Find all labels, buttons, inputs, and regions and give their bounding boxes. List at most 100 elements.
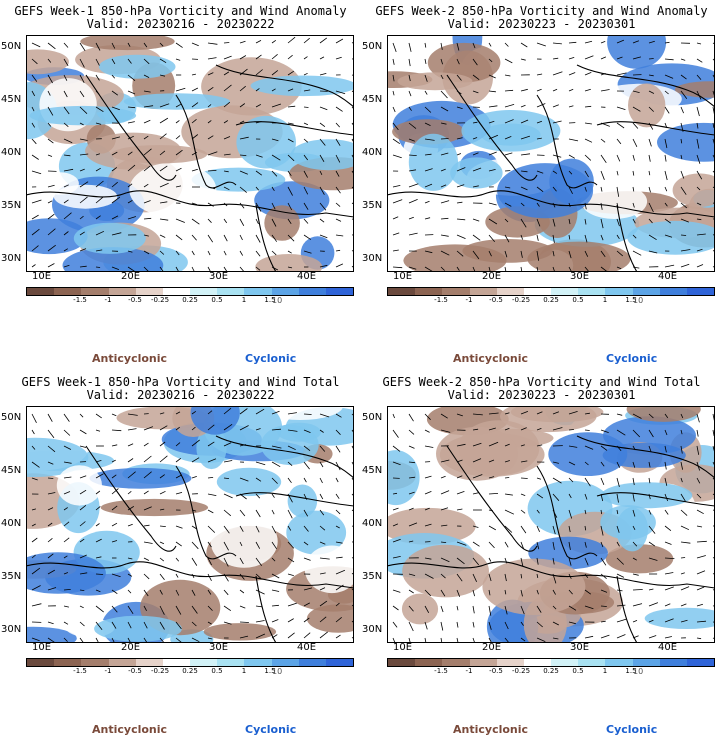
vorticity-region (29, 105, 137, 126)
wind-arrow (351, 493, 354, 497)
wind-arrow (335, 569, 346, 575)
wind-arrow (680, 413, 684, 419)
wind-arrow (303, 617, 310, 623)
wind-arrow (520, 605, 525, 615)
wind-arrow (255, 541, 261, 549)
wind-arrow (63, 264, 70, 268)
wind-arrow (271, 154, 281, 161)
wind-arrow (488, 202, 497, 206)
colorbar-swatch (605, 659, 633, 666)
wind-arrow (680, 541, 691, 544)
wind-arrow (207, 477, 214, 479)
map-frame (26, 35, 354, 272)
wind-arrow (271, 557, 276, 562)
wind-arrow (303, 170, 308, 178)
colorbar-unit: 10 (633, 667, 644, 676)
wind-arrow (31, 477, 38, 481)
wind-arrow (351, 122, 354, 127)
wind-arrow (488, 605, 492, 616)
wind-arrow (335, 477, 339, 483)
wind-arrow (127, 74, 136, 82)
wind-arrow (79, 589, 85, 591)
lon-label: 30E (570, 271, 590, 282)
wind-arrow (600, 250, 606, 258)
wind-arrow (568, 477, 574, 483)
wind-arrow (47, 477, 54, 479)
wind-arrow (648, 509, 652, 515)
vorticity-map (387, 406, 715, 643)
wind-arrow (392, 445, 401, 452)
colorbar-label: 0.25 (543, 296, 559, 304)
wind-arrow (351, 509, 354, 512)
wind-arrow (600, 461, 605, 467)
vorticity-region (510, 406, 604, 423)
wind-arrow (223, 136, 231, 140)
wind-arrow (79, 153, 89, 156)
wind-arrow (392, 507, 399, 511)
wind-arrow (536, 88, 542, 92)
wind-arrow (319, 413, 330, 418)
panel-valid-dates: Valid: 20230223 - 20230301 (447, 17, 636, 31)
wind-arrow (424, 217, 431, 220)
wind-arrow (143, 573, 150, 580)
wind-arrow (568, 621, 576, 625)
wind-arrow (680, 186, 687, 195)
wind-arrow (712, 122, 715, 128)
wind-arrow (632, 186, 635, 192)
wind-arrow (664, 586, 674, 591)
wind-arrow (223, 621, 232, 625)
wind-arrow (271, 218, 277, 227)
wind-arrow (472, 589, 475, 597)
wind-arrow (504, 509, 515, 515)
wind-arrow (696, 509, 704, 515)
wind-arrow (335, 106, 343, 112)
wind-arrow (632, 122, 639, 129)
wind-arrow (175, 411, 181, 415)
wind-arrow (191, 151, 198, 156)
wind-arrow (440, 413, 448, 419)
wind-arrow (424, 138, 435, 141)
wind-arrow (456, 266, 460, 271)
wind-arrow (79, 42, 86, 52)
coastline (255, 204, 277, 272)
wind-arrow (696, 170, 703, 180)
wind-arrow (31, 214, 39, 220)
wind-arrow (504, 460, 510, 463)
wind-arrow (568, 154, 575, 159)
wind-arrow (600, 186, 603, 192)
colorbar-label: 1.5 (625, 667, 637, 675)
wind-arrow (536, 637, 546, 642)
wind-arrow (63, 106, 70, 115)
colorbar-swatch (135, 659, 163, 666)
wind-arrow (696, 218, 702, 221)
wind-arrow (79, 74, 85, 83)
wind-arrow (111, 413, 117, 417)
wind-arrow (648, 154, 651, 162)
wind-arrow (680, 106, 684, 114)
wind-arrow (520, 444, 525, 447)
colorbar-swatch (162, 659, 191, 666)
colorbar-swatch (271, 288, 299, 295)
wind-arrow (31, 554, 36, 559)
wind-arrow (392, 538, 401, 543)
wind-arrow (319, 234, 328, 239)
wind-arrow (664, 90, 669, 95)
wind-arrow (632, 40, 640, 44)
wind-arrow (456, 42, 460, 51)
wind-arrow (175, 218, 185, 223)
colorbar-swatch (217, 288, 245, 295)
wind-arrow (408, 199, 418, 204)
wind-arrow (223, 153, 231, 156)
wind-arrow (568, 573, 572, 579)
wind-arrow (648, 74, 654, 77)
colorbar-swatch (108, 659, 136, 666)
panel-title: GEFS Week-1 850-hPa Vorticity and Wind T… (21, 375, 340, 389)
wind-arrow (47, 522, 53, 527)
panel-valid-dates: Valid: 20230223 - 20230301 (447, 388, 636, 402)
wind-arrow (159, 133, 167, 140)
wind-arrow (664, 429, 668, 436)
wind-arrow (424, 168, 433, 172)
wind-arrow (424, 445, 434, 448)
wind-arrow (255, 202, 262, 212)
lat-label: 50N (362, 41, 383, 52)
